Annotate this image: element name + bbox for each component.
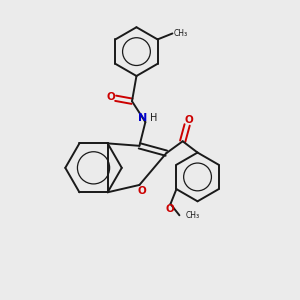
- Text: O: O: [166, 204, 174, 214]
- Text: CH₃: CH₃: [174, 29, 188, 38]
- Text: O: O: [106, 92, 115, 102]
- Text: H: H: [150, 113, 158, 124]
- Text: O: O: [184, 115, 193, 124]
- Text: N: N: [138, 113, 147, 124]
- Text: CH₃: CH₃: [186, 211, 200, 220]
- Text: O: O: [137, 187, 146, 196]
